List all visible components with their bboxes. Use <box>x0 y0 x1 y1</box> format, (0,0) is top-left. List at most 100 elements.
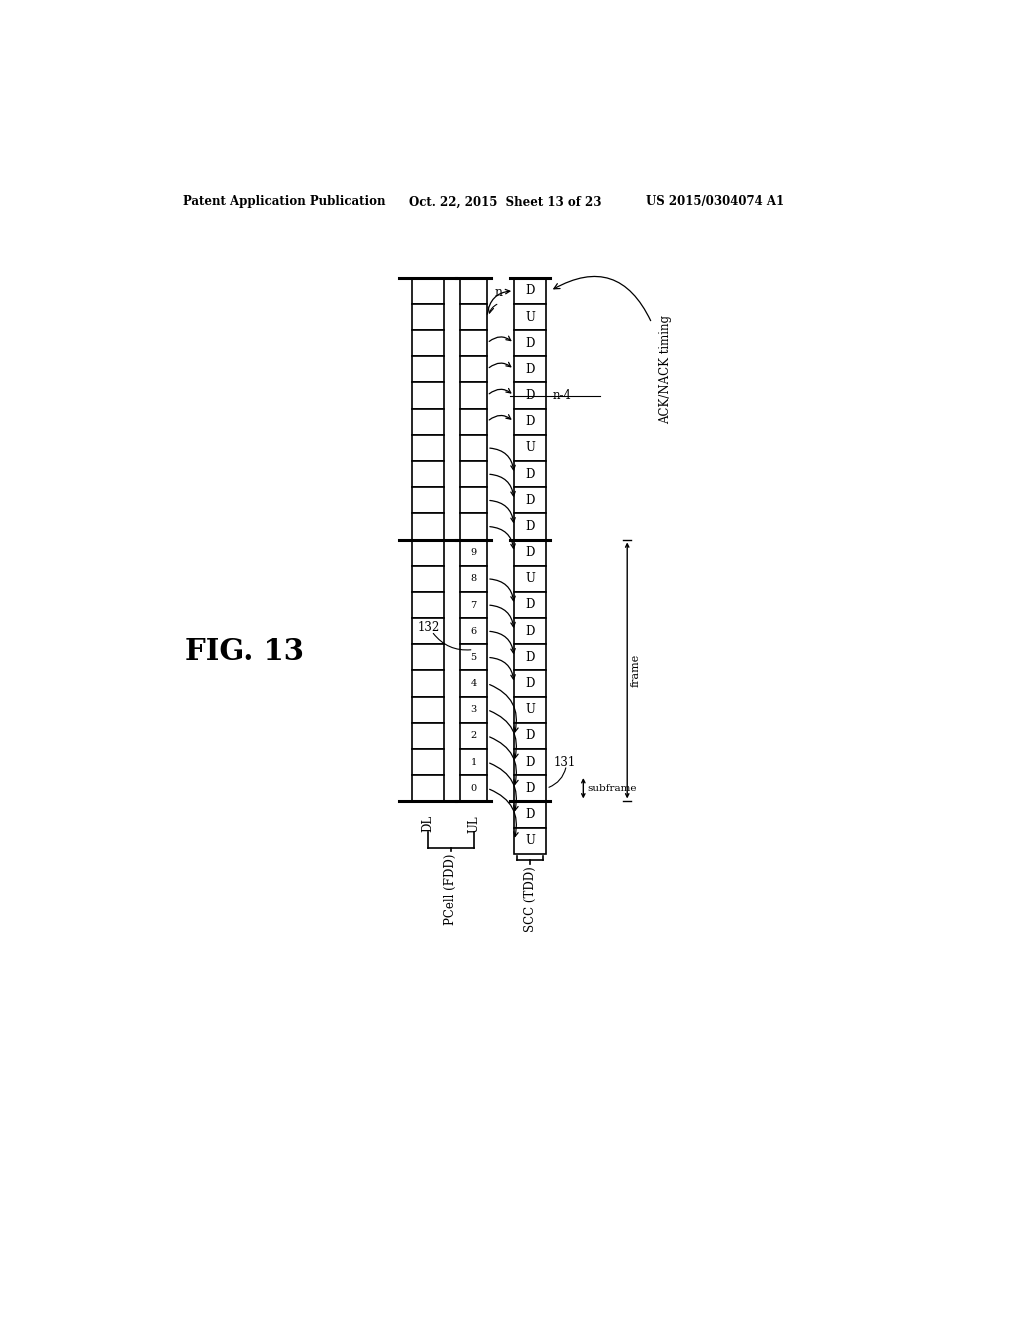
Bar <box>514 801 547 828</box>
Bar <box>412 383 444 409</box>
Text: D: D <box>525 337 535 350</box>
Bar <box>460 513 487 540</box>
Text: D: D <box>525 546 535 560</box>
Bar <box>514 304 547 330</box>
Bar <box>460 461 487 487</box>
Bar <box>412 434 444 461</box>
Bar <box>514 409 547 434</box>
Text: frame: frame <box>631 653 641 688</box>
Text: D: D <box>525 284 535 297</box>
Bar <box>514 697 547 723</box>
Bar <box>412 566 444 591</box>
Text: 8: 8 <box>471 574 476 583</box>
Bar <box>460 775 487 801</box>
Bar <box>514 828 547 854</box>
Text: D: D <box>525 520 535 533</box>
Bar <box>412 723 444 748</box>
Text: SCC (TDD): SCC (TDD) <box>523 866 537 932</box>
Bar <box>412 409 444 434</box>
Bar <box>514 644 547 671</box>
Text: D: D <box>525 363 535 376</box>
Text: DL: DL <box>421 816 434 833</box>
Bar <box>460 540 487 566</box>
Bar <box>412 540 444 566</box>
Bar <box>412 330 444 356</box>
Bar <box>514 618 547 644</box>
Text: 2: 2 <box>470 731 477 741</box>
Bar <box>460 409 487 434</box>
Bar <box>514 513 547 540</box>
Text: U: U <box>525 441 536 454</box>
Bar <box>460 591 487 618</box>
Bar <box>412 487 444 513</box>
Text: 4: 4 <box>470 678 477 688</box>
Bar <box>460 618 487 644</box>
Text: subframe: subframe <box>587 784 637 793</box>
Text: D: D <box>525 651 535 664</box>
Text: D: D <box>525 781 535 795</box>
Text: n-4: n-4 <box>553 389 571 403</box>
Text: D: D <box>525 416 535 428</box>
Text: U: U <box>525 310 536 323</box>
Text: 132: 132 <box>418 620 440 634</box>
Bar <box>514 330 547 356</box>
Bar <box>514 540 547 566</box>
Bar <box>514 775 547 801</box>
Bar <box>412 671 444 697</box>
Bar <box>514 591 547 618</box>
Text: US 2015/0304074 A1: US 2015/0304074 A1 <box>646 195 784 209</box>
Bar <box>460 277 487 304</box>
Text: U: U <box>525 834 536 847</box>
Bar <box>460 304 487 330</box>
Text: Patent Application Publication: Patent Application Publication <box>183 195 385 209</box>
Bar <box>412 461 444 487</box>
Bar <box>412 775 444 801</box>
Bar <box>412 618 444 644</box>
Text: U: U <box>525 573 536 585</box>
Bar <box>412 697 444 723</box>
Text: 131: 131 <box>554 755 577 768</box>
Text: D: D <box>525 494 535 507</box>
Bar <box>460 566 487 591</box>
Bar <box>412 304 444 330</box>
Text: D: D <box>525 389 535 403</box>
Text: 9: 9 <box>471 548 476 557</box>
Text: D: D <box>525 624 535 638</box>
Bar <box>460 748 487 775</box>
Text: 1: 1 <box>470 758 477 767</box>
Text: 6: 6 <box>471 627 476 636</box>
Text: 7: 7 <box>470 601 477 610</box>
Bar <box>412 277 444 304</box>
Text: D: D <box>525 730 535 742</box>
Text: 3: 3 <box>470 705 477 714</box>
Text: FIG. 13: FIG. 13 <box>185 636 304 665</box>
Bar <box>514 461 547 487</box>
Bar <box>514 566 547 591</box>
Bar <box>460 383 487 409</box>
Bar <box>460 644 487 671</box>
Bar <box>514 277 547 304</box>
Bar <box>514 671 547 697</box>
Bar <box>412 748 444 775</box>
Bar <box>412 591 444 618</box>
Bar <box>514 434 547 461</box>
Bar <box>460 434 487 461</box>
Bar <box>514 748 547 775</box>
Bar <box>460 330 487 356</box>
Text: D: D <box>525 598 535 611</box>
Text: ACK/NACK timing: ACK/NACK timing <box>659 315 672 424</box>
Bar <box>514 383 547 409</box>
Bar <box>412 644 444 671</box>
Text: PCell (FDD): PCell (FDD) <box>444 854 457 925</box>
Bar <box>412 356 444 383</box>
Text: UL: UL <box>467 816 480 833</box>
Bar <box>412 513 444 540</box>
Bar <box>514 356 547 383</box>
Text: 5: 5 <box>471 653 476 661</box>
Text: D: D <box>525 755 535 768</box>
Bar <box>514 487 547 513</box>
Text: D: D <box>525 467 535 480</box>
Text: D: D <box>525 808 535 821</box>
Bar <box>460 697 487 723</box>
Bar <box>514 723 547 748</box>
